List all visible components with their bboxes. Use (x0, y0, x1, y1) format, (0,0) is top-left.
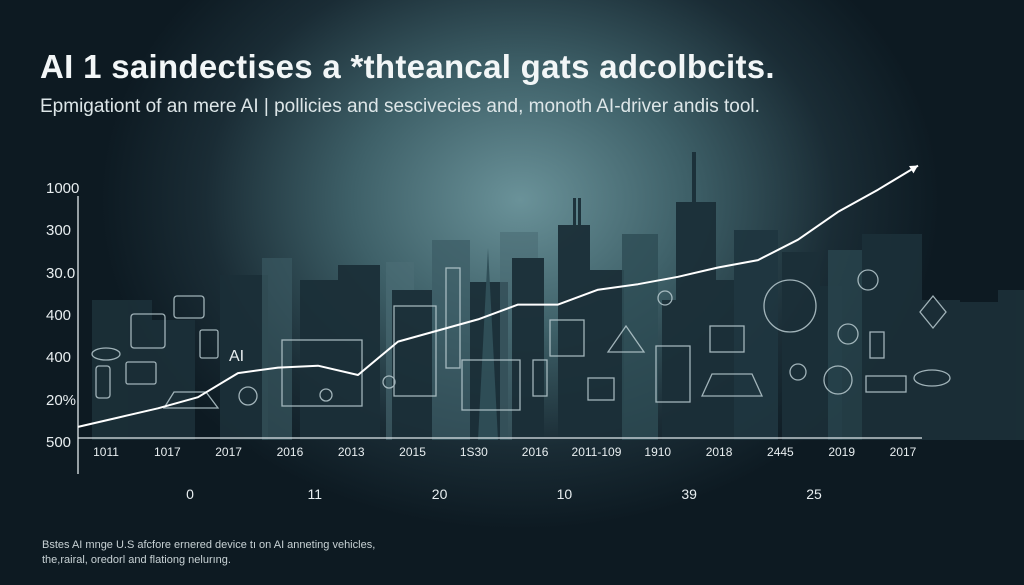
x-tick-label: 1017 (153, 445, 181, 459)
y-tick-label: 500 (46, 434, 72, 451)
x-tick-label: 2015 (399, 445, 426, 459)
series-line (77, 164, 919, 428)
x-tick-label: 2445 (767, 445, 794, 459)
x-tick-label: 1011 (93, 445, 119, 459)
footnote-line-1: Bstes AI mnge U.S afcfore ernered device… (42, 539, 376, 551)
x-tick-label: 2019 (828, 445, 856, 459)
x-tick-label: 2017 (215, 445, 242, 459)
x-tick-label: 2018 (705, 445, 733, 459)
ai-annotation: AI (229, 348, 245, 365)
secondary-x-tick-label: 39 (681, 486, 697, 502)
y-tick-label: 20% (46, 391, 77, 409)
chart-title: AI 1 saindectises a *thteancal gats adco… (40, 48, 775, 85)
x-tick-label: 1910 (644, 445, 672, 459)
y-tick-label: 1000 (46, 180, 80, 197)
y-tick-label: 400 (46, 349, 72, 367)
x-tick-label: 2017 (889, 445, 917, 459)
secondary-x-tick-label: 0 (186, 486, 194, 502)
x-tick-label: 2013 (337, 445, 365, 459)
y-tick-label: 300 (46, 222, 72, 240)
x-tick-label: 2016 (521, 445, 549, 459)
x-tick-label: 2016 (276, 445, 304, 459)
secondary-x-tick-label: 25 (806, 486, 822, 502)
y-tick-label: 400 (46, 307, 72, 324)
x-tick-label: 2011-109 (571, 445, 622, 459)
secondary-x-tick-label: 10 (556, 486, 573, 502)
chart-subtitle: Epmigationt of an mere AI | pollicies an… (40, 96, 760, 117)
y-tick-label: 30.0 (46, 264, 76, 282)
x-tick-label: 1S30 (459, 445, 488, 459)
footnote-line-2: the,rairal, oredorl and flationg nelurın… (42, 554, 231, 566)
series-arrowhead (909, 165, 918, 174)
secondary-x-tick-label: 11 (307, 486, 323, 502)
secondary-x-tick-label: 20 (431, 486, 448, 502)
